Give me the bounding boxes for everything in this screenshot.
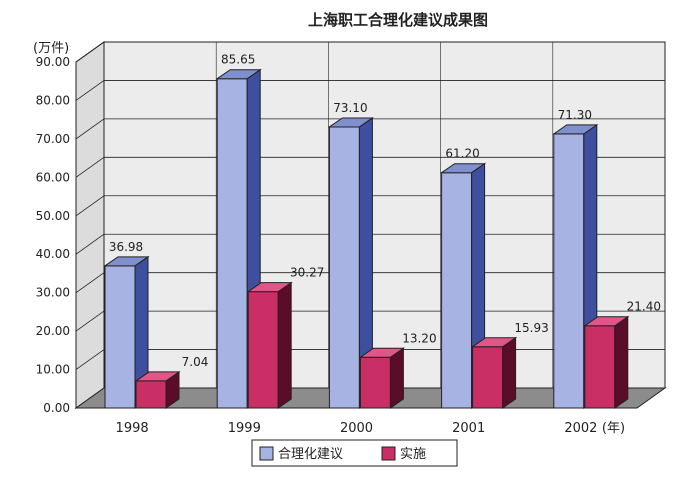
y-tick-label: 40.00 bbox=[36, 247, 70, 261]
bar-series2-side bbox=[502, 336, 517, 409]
bar-series2-side bbox=[614, 315, 629, 409]
x-unit-label: (年) bbox=[602, 421, 625, 436]
x-tick-label: 2002 bbox=[564, 421, 597, 436]
data-label-series2: 21.40 bbox=[627, 300, 661, 314]
plot-area: 0.00 10.00 20.00 30.00 40.00 50.00 60.00 70.00 8… bbox=[36, 41, 667, 436]
gridline-side bbox=[75, 233, 105, 255]
bar-series1-front bbox=[328, 126, 360, 409]
bar-series2-top bbox=[470, 337, 518, 348]
legend-label-series1: 合理化建议 bbox=[278, 447, 343, 462]
bar-series2-side bbox=[389, 347, 404, 409]
bar-series2 bbox=[470, 336, 518, 409]
legend: 合理化建议 实施 bbox=[251, 439, 458, 467]
bar-series2 bbox=[246, 281, 293, 409]
bar-series1-front bbox=[216, 78, 248, 409]
y-unit-label: (万件) bbox=[33, 41, 69, 56]
y-tick-label: 70.00 bbox=[36, 132, 70, 146]
bar-series1-top bbox=[327, 117, 375, 128]
data-label-series1: 71.30 bbox=[558, 108, 592, 122]
y-tick-label: 50.00 bbox=[36, 209, 70, 223]
y-tick-label: 60.00 bbox=[36, 170, 70, 184]
gridline-side bbox=[75, 310, 105, 332]
gridline-side bbox=[75, 195, 105, 217]
x-tick-label: 2001 bbox=[452, 421, 485, 436]
y-tick-label: 10.00 bbox=[36, 363, 70, 377]
data-label-series1: 61.20 bbox=[445, 147, 479, 161]
bar-series2-top bbox=[134, 371, 181, 382]
data-label-series1: 36.98 bbox=[109, 240, 143, 254]
x-tick-label: 1999 bbox=[228, 421, 261, 436]
bar-series1 bbox=[327, 117, 375, 409]
x-tick-label: 1998 bbox=[116, 421, 149, 436]
bar-series2-front bbox=[472, 346, 504, 409]
bar-series2 bbox=[583, 315, 630, 409]
x-tick-label: 2000 bbox=[340, 421, 373, 436]
data-label-series2: 15.93 bbox=[514, 321, 548, 335]
bar-series2-front bbox=[135, 380, 167, 409]
bar-series1-top bbox=[215, 69, 262, 80]
legend-swatch-series1 bbox=[259, 446, 274, 461]
data-label-series2: 30.27 bbox=[290, 266, 324, 280]
data-label-series2: 13.20 bbox=[402, 331, 436, 345]
gridline-side bbox=[75, 80, 105, 101]
bar-series2 bbox=[358, 347, 406, 409]
bar-series1-top bbox=[439, 163, 487, 174]
bar-series2-top bbox=[583, 316, 630, 327]
gridline-side bbox=[75, 157, 105, 178]
bar-series2 bbox=[134, 370, 181, 409]
bar-series1 bbox=[103, 255, 150, 409]
bar-series2-front bbox=[359, 356, 391, 409]
plot-side-wall bbox=[75, 41, 105, 409]
bar-series1-front bbox=[104, 265, 136, 409]
y-tick-label: 20.00 bbox=[36, 324, 70, 338]
gridline-side bbox=[75, 349, 105, 370]
bar-series1-top bbox=[552, 124, 599, 135]
y-tick-label: 80.00 bbox=[36, 93, 70, 107]
data-label-series2: 7.04 bbox=[182, 355, 209, 369]
legend-box bbox=[251, 439, 458, 467]
y-tick-label: 30.00 bbox=[36, 286, 70, 300]
bar-series1-front bbox=[553, 133, 585, 409]
bar-series1-front bbox=[441, 172, 473, 409]
legend-label-series2: 实施 bbox=[400, 447, 426, 462]
gridline-side bbox=[75, 272, 105, 293]
y-tick-label: 0.00 bbox=[43, 401, 70, 415]
data-label-series1: 85.65 bbox=[221, 53, 255, 67]
data-label-series1: 73.10 bbox=[333, 101, 367, 115]
bar-series2-side bbox=[277, 281, 292, 409]
bar-series2-top bbox=[246, 282, 293, 293]
bar-series2-front bbox=[584, 325, 616, 409]
y-tick-label: 90.00 bbox=[36, 55, 70, 69]
bar-series2-top bbox=[358, 347, 406, 358]
legend-swatch-series2 bbox=[381, 446, 396, 461]
bar-series1-top bbox=[103, 256, 150, 267]
gridline-side bbox=[75, 41, 105, 63]
gridline-side bbox=[75, 118, 105, 140]
bar-series2-front bbox=[247, 291, 279, 409]
chart-title: 上海职工合理化建议成果图 bbox=[308, 11, 488, 29]
